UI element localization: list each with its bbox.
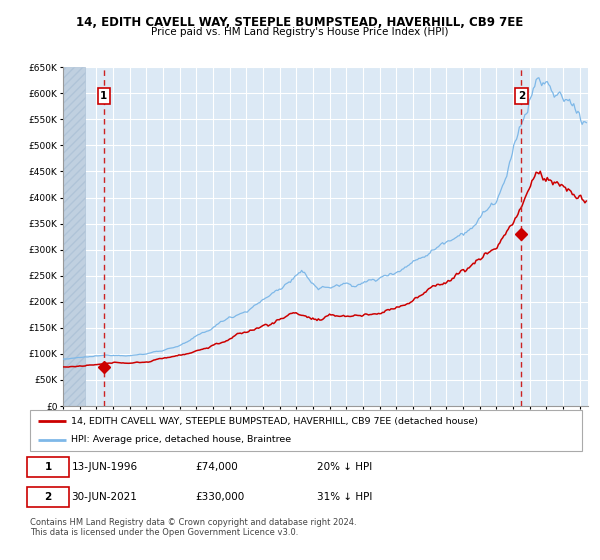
Text: 14, EDITH CAVELL WAY, STEEPLE BUMPSTEAD, HAVERHILL, CB9 7EE (detached house): 14, EDITH CAVELL WAY, STEEPLE BUMPSTEAD,… — [71, 417, 478, 426]
FancyBboxPatch shape — [27, 487, 68, 507]
Text: 2: 2 — [44, 492, 52, 502]
Text: Price paid vs. HM Land Registry's House Price Index (HPI): Price paid vs. HM Land Registry's House … — [151, 27, 449, 37]
Text: HPI: Average price, detached house, Braintree: HPI: Average price, detached house, Brai… — [71, 436, 292, 445]
Text: £74,000: £74,000 — [196, 462, 238, 472]
FancyBboxPatch shape — [27, 457, 68, 477]
Text: 14, EDITH CAVELL WAY, STEEPLE BUMPSTEAD, HAVERHILL, CB9 7EE: 14, EDITH CAVELL WAY, STEEPLE BUMPSTEAD,… — [76, 16, 524, 29]
Text: £330,000: £330,000 — [196, 492, 245, 502]
Polygon shape — [63, 67, 85, 406]
Text: 1: 1 — [100, 91, 107, 101]
Text: 20% ↓ HPI: 20% ↓ HPI — [317, 462, 372, 472]
Text: 31% ↓ HPI: 31% ↓ HPI — [317, 492, 373, 502]
Text: 2: 2 — [518, 91, 525, 101]
Text: 13-JUN-1996: 13-JUN-1996 — [71, 462, 137, 472]
Text: 1: 1 — [44, 462, 52, 472]
Text: Contains HM Land Registry data © Crown copyright and database right 2024.
This d: Contains HM Land Registry data © Crown c… — [30, 518, 356, 538]
FancyBboxPatch shape — [30, 410, 582, 451]
Text: 30-JUN-2021: 30-JUN-2021 — [71, 492, 137, 502]
